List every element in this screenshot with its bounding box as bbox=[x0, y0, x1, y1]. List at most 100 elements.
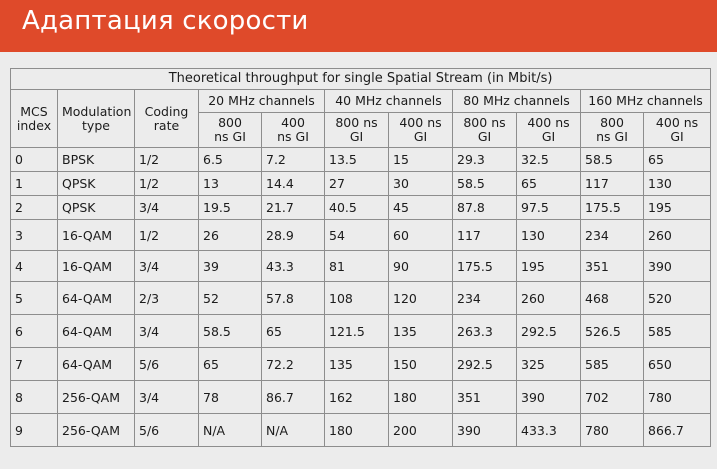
cell-value: 19.5 bbox=[198, 195, 262, 220]
header-gi-400-text: 400 ns GI bbox=[527, 115, 570, 144]
cell-value: 6.5 bbox=[198, 147, 262, 172]
cell-value: 162 bbox=[324, 380, 389, 414]
cell-mcs: 1 bbox=[10, 171, 58, 196]
table-body: 0 BPSK 1/2 6.5 7.2 13.5 15 29.3 32.5 58.… bbox=[10, 147, 712, 447]
cell-value: 65 bbox=[516, 171, 581, 196]
table-caption: Theoretical throughput for single Spatia… bbox=[9, 68, 712, 90]
header-80mhz: 80 MHz channels bbox=[452, 89, 581, 113]
cell-modulation: 16-QAM bbox=[57, 250, 135, 282]
header-coding-rate: Coding rate bbox=[134, 89, 199, 148]
table-row: 7 64-QAM 5/6 65 72.2 135 150 292.5 325 5… bbox=[10, 347, 712, 381]
header-gi-800-text: 800 ns GI bbox=[596, 115, 628, 144]
cell-value: 180 bbox=[388, 380, 453, 414]
cell-value: N/A bbox=[198, 413, 262, 447]
header-gi-800-text: 800 ns GI bbox=[335, 115, 378, 144]
header-gi-400-text: 400 ns GI bbox=[277, 115, 309, 144]
cell-mcs: 5 bbox=[10, 281, 58, 315]
header-20mhz: 20 MHz channels bbox=[198, 89, 325, 113]
table-row: 3 16-QAM 1/2 26 28.9 54 60 117 130 234 2… bbox=[10, 219, 712, 251]
cell-mcs: 8 bbox=[10, 380, 58, 414]
header-mcs-index-text: MCS index bbox=[16, 103, 52, 133]
cell-coding-rate: 5/6 bbox=[134, 413, 199, 447]
cell-value: 130 bbox=[642, 171, 712, 196]
cell-value: 200 bbox=[388, 413, 453, 447]
cell-value: 15 bbox=[388, 147, 453, 172]
table-row: 1 QPSK 1/2 13 14.4 27 30 58.5 65 117 130 bbox=[10, 171, 712, 196]
cell-value: 135 bbox=[388, 314, 453, 348]
cell-coding-rate: 1/2 bbox=[134, 147, 199, 172]
cell-value: 390 bbox=[516, 380, 581, 414]
cell-value: 195 bbox=[516, 250, 581, 282]
header-160mhz: 160 MHz channels bbox=[579, 89, 712, 113]
cell-value: 292.5 bbox=[516, 314, 581, 348]
cell-modulation: 256-QAM bbox=[57, 413, 135, 447]
cell-modulation: 256-QAM bbox=[57, 380, 135, 414]
cell-value: 390 bbox=[452, 413, 517, 447]
header-gi-800: 800 ns GI bbox=[324, 112, 389, 148]
throughput-table-container: Theoretical throughput for single Spatia… bbox=[9, 68, 712, 447]
cell-value: 135 bbox=[324, 347, 389, 381]
cell-value: 520 bbox=[642, 281, 712, 315]
cell-value: 28.9 bbox=[261, 219, 325, 251]
cell-value: 130 bbox=[516, 219, 581, 251]
cell-modulation: BPSK bbox=[57, 147, 135, 172]
cell-modulation: 64-QAM bbox=[57, 281, 135, 315]
header-40mhz: 40 MHz channels bbox=[324, 89, 453, 113]
header-gi-800-text: 800 ns GI bbox=[463, 115, 506, 144]
header-modulation-type: Modulation type bbox=[57, 89, 135, 148]
title-banner: Адаптация скорости bbox=[0, 0, 717, 52]
cell-value: 54 bbox=[324, 219, 389, 251]
cell-coding-rate: 3/4 bbox=[134, 250, 199, 282]
cell-value: 72.2 bbox=[261, 347, 325, 381]
cell-coding-rate: 3/4 bbox=[134, 195, 199, 220]
cell-coding-rate: 1/2 bbox=[134, 171, 199, 196]
cell-modulation: 64-QAM bbox=[57, 347, 135, 381]
cell-value: 87.8 bbox=[452, 195, 517, 220]
cell-value: 292.5 bbox=[452, 347, 517, 381]
slide-title: Адаптация скорости bbox=[22, 6, 309, 36]
cell-value: 58.5 bbox=[452, 171, 517, 196]
cell-value: 39 bbox=[198, 250, 262, 282]
cell-value: 433.3 bbox=[516, 413, 581, 447]
cell-mcs: 2 bbox=[10, 195, 58, 220]
cell-modulation: QPSK bbox=[57, 171, 135, 196]
cell-coding-rate: 3/4 bbox=[134, 314, 199, 348]
header-gi-800: 800 ns GI bbox=[198, 112, 262, 148]
cell-value: 234 bbox=[452, 281, 517, 315]
cell-value: 26 bbox=[198, 219, 262, 251]
header-gi-400-text: 400 ns GI bbox=[655, 115, 699, 144]
cell-value: 97.5 bbox=[516, 195, 581, 220]
cell-value: 175.5 bbox=[452, 250, 517, 282]
cell-mcs: 9 bbox=[10, 413, 58, 447]
cell-value: 90 bbox=[388, 250, 453, 282]
cell-value: 468 bbox=[580, 281, 644, 315]
cell-value: 120 bbox=[388, 281, 453, 315]
cell-value: 325 bbox=[516, 347, 581, 381]
cell-value: N/A bbox=[261, 413, 325, 447]
table-row: 8 256-QAM 3/4 78 86.7 162 180 351 390 70… bbox=[10, 380, 712, 414]
cell-value: 117 bbox=[452, 219, 517, 251]
header-gi-400-text: 400 ns GI bbox=[399, 115, 442, 144]
cell-value: 65 bbox=[198, 347, 262, 381]
cell-value: 150 bbox=[388, 347, 453, 381]
cell-value: 108 bbox=[324, 281, 389, 315]
cell-value: 260 bbox=[516, 281, 581, 315]
cell-value: 351 bbox=[452, 380, 517, 414]
cell-value: 13.5 bbox=[324, 147, 389, 172]
header-gi-800-text: 800 ns GI bbox=[214, 115, 246, 144]
cell-value: 585 bbox=[580, 347, 644, 381]
cell-value: 14.4 bbox=[261, 171, 325, 196]
cell-value: 65 bbox=[642, 147, 712, 172]
cell-value: 81 bbox=[324, 250, 389, 282]
cell-value: 117 bbox=[580, 171, 644, 196]
cell-value: 45 bbox=[388, 195, 453, 220]
table-row: 6 64-QAM 3/4 58.5 65 121.5 135 263.3 292… bbox=[10, 314, 712, 348]
header-gi-800: 800 ns GI bbox=[580, 112, 644, 148]
cell-mcs: 7 bbox=[10, 347, 58, 381]
cell-value: 57.8 bbox=[261, 281, 325, 315]
cell-value: 702 bbox=[580, 380, 644, 414]
cell-value: 32.5 bbox=[516, 147, 581, 172]
throughput-table: Theoretical throughput for single Spatia… bbox=[9, 68, 712, 447]
cell-value: 585 bbox=[642, 314, 712, 348]
cell-value: 260 bbox=[642, 219, 712, 251]
